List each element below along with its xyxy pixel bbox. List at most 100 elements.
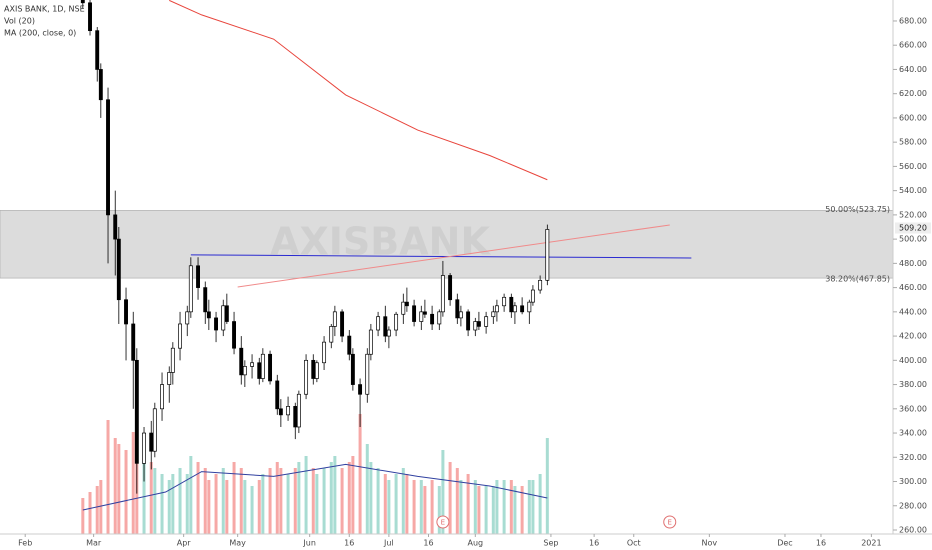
- candle-body: [149, 432, 154, 452]
- volume-bar: [329, 462, 333, 534]
- volume-bar: [153, 468, 157, 534]
- volume-bar: [81, 498, 85, 534]
- volume-bar: [520, 486, 524, 534]
- volume-bar: [387, 480, 391, 534]
- earnings-label: E: [441, 519, 445, 527]
- y-tick-label: 600.00: [899, 113, 927, 122]
- volume-bar: [293, 468, 297, 534]
- candle-body: [113, 214, 118, 240]
- volume-bar: [502, 480, 506, 534]
- x-tick-label: Aug: [467, 539, 483, 548]
- candle-body: [224, 305, 229, 322]
- y-tick-label: 440.00: [899, 307, 927, 316]
- volume-bar: [279, 468, 283, 534]
- volume-bar: [221, 468, 225, 534]
- candle-body: [160, 384, 164, 410]
- volume-bar: [88, 492, 92, 534]
- candle-body: [268, 353, 273, 382]
- candle-body: [152, 408, 157, 452]
- volume-bar: [455, 468, 459, 534]
- volume-bar: [297, 462, 301, 534]
- volume-bar: [513, 486, 517, 534]
- candle-body: [545, 229, 550, 281]
- candle-body: [167, 372, 172, 385]
- volume-bar: [207, 480, 211, 534]
- candle-body: [520, 305, 525, 313]
- candle-body: [275, 380, 280, 410]
- y-tick-label: 460.00: [899, 283, 927, 292]
- chart-title: AXIS BANK, 1D, NSE: [4, 5, 85, 14]
- x-tick-label: Apr: [177, 539, 192, 548]
- candle-body: [386, 329, 391, 337]
- x-tick-label: 2021: [861, 539, 881, 548]
- candle-body: [502, 296, 507, 307]
- volume-ma: [82, 463, 548, 511]
- y-tick-label: 580.00: [899, 138, 927, 147]
- fib-label: 50.00%(523.75): [825, 205, 890, 214]
- candle-body: [512, 305, 517, 313]
- y-tick-label: 360.00: [899, 404, 927, 413]
- volume-bar: [203, 468, 207, 534]
- volume-bar: [358, 414, 362, 534]
- candle-body: [250, 362, 255, 367]
- volume-bar: [369, 462, 373, 534]
- volume-bar: [448, 462, 452, 534]
- x-tick-label: Dec: [777, 539, 792, 548]
- candle-body: [257, 362, 262, 379]
- volume-bar: [311, 468, 315, 534]
- volume-bar: [509, 480, 513, 534]
- candle-body: [491, 311, 496, 318]
- volume-bar: [495, 480, 499, 534]
- candle-body: [401, 301, 406, 315]
- y-tick-label: 540.00: [899, 186, 927, 195]
- volume-bar: [351, 456, 355, 534]
- volume-bar: [131, 432, 135, 534]
- candle-body: [286, 406, 291, 416]
- candle-body: [368, 329, 373, 355]
- candle-body: [206, 311, 211, 319]
- candle-body: [293, 406, 298, 428]
- candle-body: [278, 408, 283, 416]
- volume-bar: [189, 456, 193, 534]
- fib-label: 38.20%(467.85): [825, 275, 890, 284]
- candle-body: [347, 335, 352, 355]
- y-tick-label: 560.00: [899, 162, 927, 171]
- candle-body: [473, 321, 478, 331]
- candle-body: [314, 362, 319, 379]
- volume-bar: [261, 474, 265, 534]
- volume-bar: [394, 474, 398, 534]
- candle-body: [412, 305, 417, 322]
- earnings-label: E: [668, 519, 672, 527]
- candle-body: [239, 347, 244, 376]
- candle-body: [185, 311, 190, 325]
- y-tick-label: 260.00: [899, 526, 927, 535]
- candle-body: [296, 393, 301, 428]
- candle-body: [527, 301, 532, 313]
- volume-bar: [405, 474, 409, 534]
- x-tick-label: 16: [816, 539, 826, 548]
- candle-body: [383, 316, 388, 337]
- y-tick-label: 340.00: [899, 429, 927, 438]
- volume-legend: Vol (20): [4, 17, 35, 26]
- volume-bar: [340, 468, 344, 534]
- watermark: AXISBANK: [270, 220, 491, 264]
- candle-body: [304, 359, 309, 395]
- x-tick-label: 16: [344, 539, 354, 548]
- volume-bar: [383, 474, 387, 534]
- candle-body: [448, 275, 453, 301]
- volume-bar: [239, 468, 243, 534]
- candle-body: [95, 30, 100, 70]
- y-tick-label: 400.00: [899, 356, 927, 365]
- earnings-marker: [663, 515, 677, 529]
- candle-body: [98, 69, 103, 101]
- candle-body: [422, 311, 427, 315]
- candle-body: [494, 305, 499, 313]
- y-tick-label: 520.00: [899, 210, 927, 219]
- volume-bar: [149, 462, 153, 534]
- candle-body: [322, 341, 327, 364]
- volume-bar: [430, 480, 434, 534]
- candle-body: [530, 289, 535, 303]
- volume-bar: [257, 480, 261, 534]
- volume-bar: [178, 468, 182, 534]
- last-price-label: 509.20: [899, 223, 927, 232]
